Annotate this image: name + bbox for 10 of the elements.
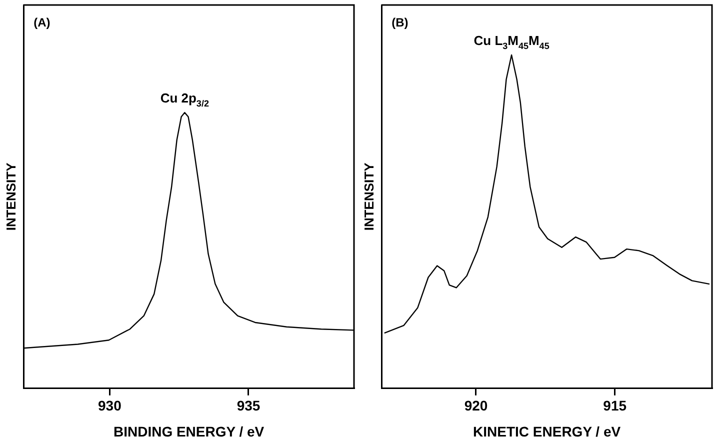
x-axis-title: KINETIC ENERGY / eV — [473, 423, 622, 440]
x-axis-title: BINDING ENERGY / eV — [113, 423, 265, 440]
x-tick-label: 915 — [603, 398, 627, 414]
chart-title: (A) — [34, 15, 50, 30]
chart-title: (B) — [392, 15, 408, 30]
x-tick-label: 935 — [236, 398, 260, 414]
y-axis-title: INTENSITY — [361, 162, 376, 231]
y-axis-title: INTENSITY — [3, 162, 18, 231]
x-tick-label: 930 — [98, 398, 122, 414]
x-tick-label: 920 — [464, 398, 488, 414]
